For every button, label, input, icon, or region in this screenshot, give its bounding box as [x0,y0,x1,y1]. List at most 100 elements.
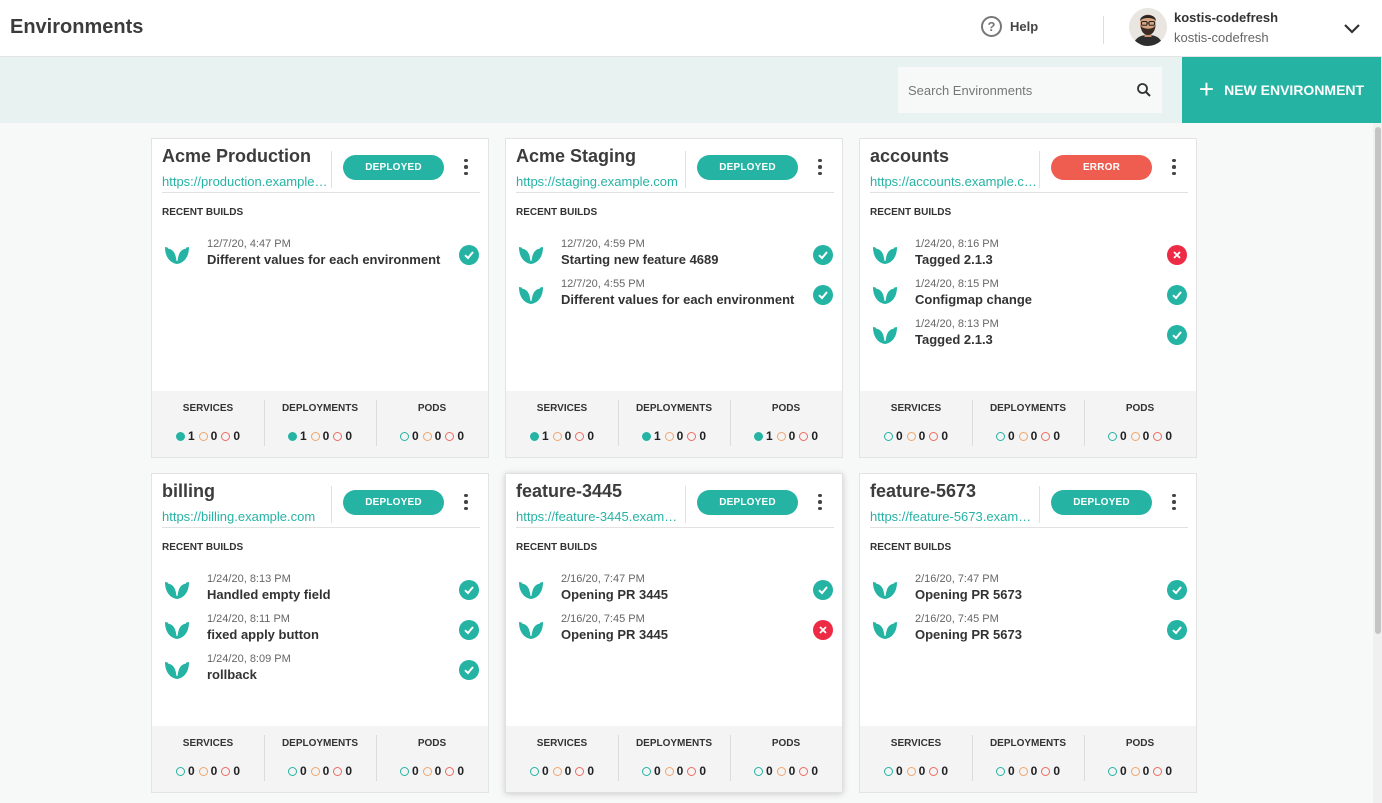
healthy-count: 0 [1119,429,1127,443]
build-item[interactable]: 2/16/20, 7:45 PM Opening PR 3445 [506,613,844,649]
environment-name[interactable]: feature-5673 [870,481,977,501]
more-options-icon[interactable] [814,490,826,514]
build-message: fixed apply button [207,627,319,642]
error-dot-icon [1153,431,1163,441]
environment-url-link[interactable]: https://billing.example.com [162,509,316,524]
warning-dot-icon [552,431,562,441]
chevron-down-icon[interactable] [1342,18,1362,38]
pods-stat: PODS 0 0 0 [376,391,488,457]
build-time: 1/24/20, 8:15 PM [915,278,999,290]
error-dot-icon [929,766,939,776]
environment-card[interactable]: feature-3445 https://feature-3445.example… [505,473,843,793]
header-separator [331,486,332,523]
divider [516,192,834,193]
environment-name[interactable]: Acme Staging [516,146,637,166]
environment-card[interactable]: billing https://billing.example.com DEPLOY… [151,473,489,793]
environment-card[interactable]: accounts https://accounts.example.com ERRO… [859,138,1197,458]
error-dot-icon [333,766,343,776]
more-options-icon[interactable] [460,155,472,179]
stat-counts: 0 0 0 [1084,764,1196,778]
environment-name[interactable]: billing [162,481,215,501]
new-environment-button[interactable]: + NEW ENVIRONMENT [1182,57,1381,123]
build-item[interactable]: 12/7/20, 4:47 PM Different values for eac… [152,238,490,274]
check-circle-icon [813,245,833,265]
pods-stat: PODS 0 0 0 [730,726,842,792]
environment-name[interactable]: feature-3445 [516,481,623,501]
pods-stat: PODS 0 0 0 [1084,391,1196,457]
warning-dot-icon [310,431,320,441]
warning-count: 0 [434,764,442,778]
error-dot-icon [333,431,343,441]
header-separator [685,486,686,523]
warning-count: 0 [918,429,926,443]
more-options-icon[interactable] [1168,155,1180,179]
leaf-icon [164,618,190,640]
error-count: 0 [587,764,595,778]
build-message: Tagged 2.1.3 [915,252,993,267]
resource-stats: SERVICES 0 0 0 DEPLOYMENTS 0 0 0 PODS 0 0 0 [152,726,488,792]
new-environment-label: NEW ENVIRONMENT [1224,82,1365,98]
leaf-icon [164,658,190,680]
stat-counts: 0 0 0 [264,764,376,778]
build-item[interactable]: 12/7/20, 4:55 PM Different values for eac… [506,278,844,314]
warning-count: 0 [1142,429,1150,443]
error-circle-icon [813,620,833,640]
error-count: 0 [345,764,353,778]
error-dot-icon [1041,431,1051,441]
build-time: 1/24/20, 8:09 PM [207,653,291,665]
environment-url-link[interactable]: https://accounts.example.com [870,174,1037,189]
services-stat: SERVICES 0 0 0 [506,726,618,792]
environment-name[interactable]: accounts [870,146,950,166]
more-options-icon[interactable] [1168,490,1180,514]
divider [162,192,480,193]
stat-label: DEPLOYMENTS [635,403,713,414]
error-dot-icon [221,431,231,441]
healthy-count: 0 [1007,429,1015,443]
services-stat: SERVICES 0 0 0 [860,726,972,792]
healthy-count: 0 [653,764,661,778]
header-separator [685,151,686,188]
build-item[interactable]: 1/24/20, 8:16 PM Tagged 2.1.3 [860,238,1198,274]
environment-card[interactable]: feature-5673 https://feature-5673.example… [859,473,1197,793]
environment-url-link[interactable]: https://staging.example.com [516,174,678,189]
healthy-count: 0 [1007,764,1015,778]
stat-label: SERVICES [182,738,234,749]
environment-url-link[interactable]: https://feature-5673.example.com [870,509,1037,524]
avatar[interactable] [1129,8,1167,46]
error-dot-icon [687,766,697,776]
build-item[interactable]: 12/7/20, 4:59 PM Starting new feature 468… [506,238,844,274]
environment-card[interactable]: Acme Production https://production.exampl… [151,138,489,458]
environment-url-link[interactable]: https://production.example.com [162,174,329,189]
build-item[interactable]: 2/16/20, 7:45 PM Opening PR 5673 [860,613,1198,649]
scrollbar-thumb[interactable] [1375,127,1381,634]
healthy-count: 0 [1119,764,1127,778]
environment-url-link[interactable]: https://feature-3445.example.com [516,509,683,524]
leaf-icon [518,578,544,600]
search-input[interactable] [908,82,1136,98]
build-item[interactable]: 1/24/20, 8:15 PM Configmap change [860,278,1198,314]
build-item[interactable]: 1/24/20, 8:13 PM Tagged 2.1.3 [860,318,1198,354]
warning-dot-icon [198,431,208,441]
build-item[interactable]: 1/24/20, 8:09 PM rollback [152,653,490,689]
error-count: 0 [941,429,949,443]
warning-count: 0 [1142,764,1150,778]
help-link[interactable]: ? Help [981,16,1038,37]
healthy-dot-icon [175,766,185,776]
build-item[interactable]: 2/16/20, 7:47 PM Opening PR 3445 [506,573,844,609]
healthy-dot-icon [753,431,763,441]
more-options-icon[interactable] [460,490,472,514]
more-options-icon[interactable] [814,155,826,179]
environment-card[interactable]: Acme Staging https://staging.example.com D… [505,138,843,458]
build-message: rollback [207,667,257,682]
divider [870,527,1188,528]
stat-counts: 0 0 0 [506,764,618,778]
services-stat: SERVICES 1 0 0 [506,391,618,457]
deployments-stat: DEPLOYMENTS 0 0 0 [972,391,1084,457]
warning-count: 0 [1030,764,1038,778]
search-icon[interactable] [1136,82,1152,98]
build-item[interactable]: 1/24/20, 8:11 PM fixed apply button [152,613,490,649]
build-item[interactable]: 1/24/20, 8:13 PM Handled empty field [152,573,490,609]
build-item[interactable]: 2/16/20, 7:47 PM Opening PR 5673 [860,573,1198,609]
environment-name[interactable]: Acme Production [162,146,312,166]
error-dot-icon [1041,766,1051,776]
